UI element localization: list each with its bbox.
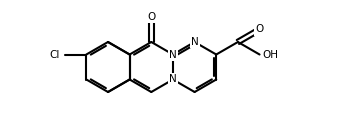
Text: OH: OH: [262, 50, 279, 59]
Text: O: O: [147, 12, 155, 22]
Text: N: N: [191, 37, 198, 47]
Text: O: O: [256, 25, 264, 34]
Text: N: N: [169, 50, 177, 59]
Text: Cl: Cl: [49, 50, 60, 59]
Text: N: N: [169, 75, 177, 84]
